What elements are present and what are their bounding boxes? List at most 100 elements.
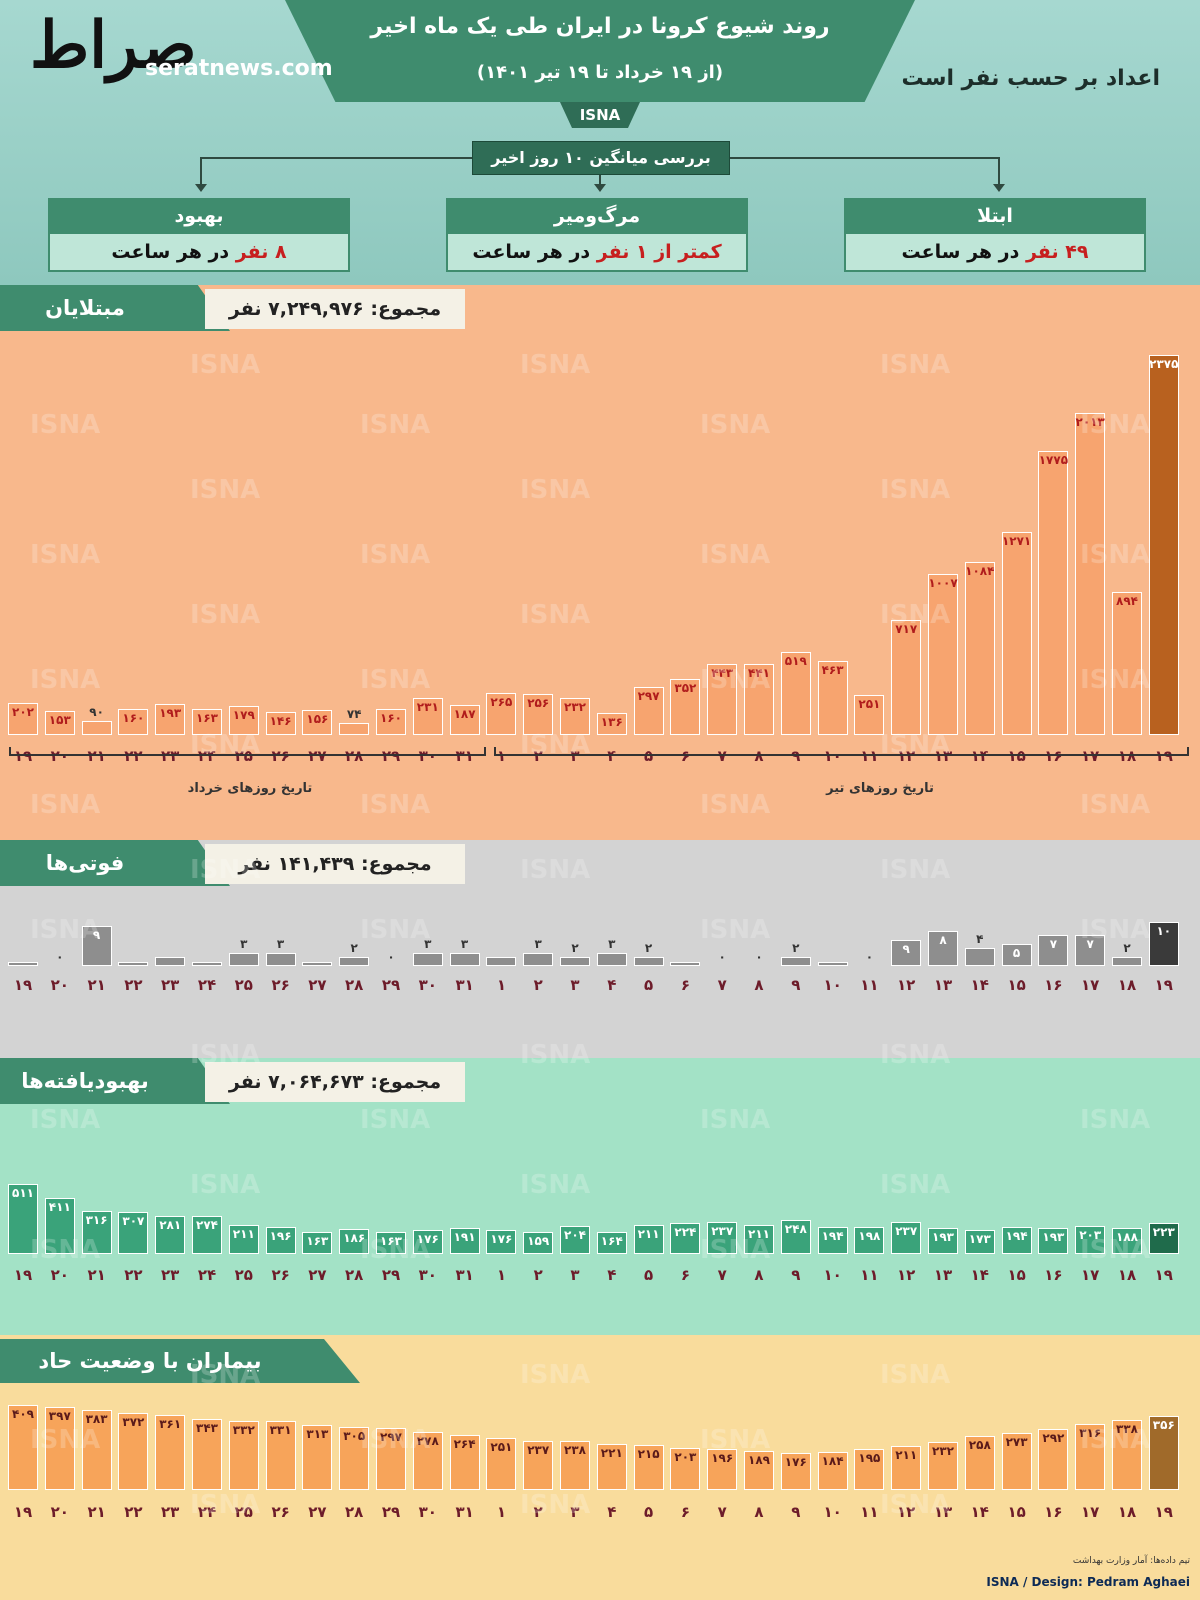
bar-value-label: ۲۱۱ — [748, 1227, 770, 1242]
x-tick-label: ۱۲ — [897, 976, 916, 994]
bar-value-label: ۲۹۲ — [1042, 1431, 1065, 1446]
x-tick-label: ۲۰ — [50, 1266, 69, 1284]
x-tick-label: ۲۹ — [381, 976, 401, 994]
x-tick-label: ۸ — [754, 976, 764, 994]
bar-value-label: ۱۷۶ — [416, 1231, 439, 1246]
bar-value-label: ۲۰۴ — [564, 1228, 586, 1243]
bracket-left — [200, 157, 202, 185]
x-tick-label: ۶ — [680, 1503, 690, 1521]
x-tick-label: ۲۴ — [197, 976, 217, 994]
bar-value-label: ۲۰۳ — [1079, 1228, 1102, 1243]
average-label: بررسی میانگین ۱۰ روز اخیر — [472, 141, 730, 175]
bar — [891, 1221, 922, 1254]
tir-label: تاریخ روزهای تیر — [826, 781, 934, 796]
x-tick-label: ۷ — [717, 1266, 727, 1284]
cases-title-band — [0, 285, 230, 331]
serat-logo: صراط — [30, 8, 197, 83]
x-tick-label: ۱۵ — [1007, 1503, 1026, 1521]
bar-value-label: ۱۷۶ — [784, 1455, 807, 1470]
x-tick-label: ۱۴ — [970, 1503, 989, 1521]
bar-value-label: ۰ — [718, 950, 726, 964]
bar — [1001, 1227, 1032, 1254]
bar — [523, 952, 554, 966]
bar — [412, 952, 443, 966]
bar-value-label: ۱۰ — [1156, 924, 1172, 938]
bar-value-label: ۲ — [1123, 941, 1131, 956]
bar-value-label: ۲۷۳ — [1005, 1435, 1028, 1450]
bar-value-label: ۲۸۱ — [159, 1217, 182, 1232]
bar — [744, 1225, 774, 1254]
bar — [155, 1215, 186, 1254]
month-brackets — [9, 747, 1189, 756]
bar-value-label: ۱۹۶ — [269, 1229, 292, 1244]
bar — [1075, 1424, 1106, 1490]
x-tick-label: ۱۱ — [860, 976, 879, 994]
bar — [670, 961, 701, 966]
bar-value-label: ۳ — [608, 936, 616, 951]
bar — [596, 1231, 627, 1254]
recovered-title-band — [0, 1058, 230, 1104]
bar-value-label: ۳۰۵ — [343, 1428, 366, 1443]
x-tick-label: ۵ — [644, 1266, 654, 1284]
deaths-panel: فوتی‌ها مجموع: ۱۴۱,۴۳۹ نفر ۱۹ ۰ ۲۰ ۹ ۲۱ ۲۲ ۲۳ ۲… — [0, 840, 1200, 1058]
bar — [8, 1184, 38, 1254]
bar — [817, 1227, 848, 1254]
x-tick-label: ۲۲ — [124, 976, 143, 994]
x-tick-label: ۶ — [680, 976, 690, 994]
bar-value-label: ۳۹۷ — [48, 1409, 71, 1424]
bar-value-label: ۰ — [865, 950, 874, 964]
bar-value-label: ۵۱۹ — [784, 653, 807, 668]
bar-value-label: ۲۰۲ — [12, 704, 34, 719]
x-tick-label: ۹ — [791, 1266, 801, 1284]
bar-value-label: ۲۲۱ — [600, 1446, 623, 1461]
bar — [670, 1447, 701, 1490]
arrow-down-icon — [195, 184, 207, 192]
x-tick-label: ۲۳ — [161, 1503, 180, 1521]
x-tick-label: ۹ — [791, 1503, 801, 1521]
bar-value-label: ۳۷۲ — [122, 1414, 145, 1429]
bar — [302, 710, 333, 735]
bar-value-label: ۱۶۰ — [122, 711, 145, 726]
bar — [1112, 591, 1142, 735]
x-tick-label: ۱۰ — [823, 1503, 842, 1521]
x-tick-label: ۴ — [607, 1503, 617, 1521]
bar — [8, 1405, 38, 1490]
x-tick-label: ۲۷ — [308, 1266, 327, 1284]
bar-value-label: ۲۷۴ — [196, 1218, 218, 1233]
bar — [155, 1414, 186, 1490]
bar-value-label: ۲۲۳ — [1152, 1225, 1175, 1240]
bar — [81, 720, 112, 735]
bar — [81, 1410, 112, 1490]
x-tick-label: ۲۹ — [381, 1266, 401, 1284]
bar — [81, 1210, 112, 1254]
bar-value-label: ۳۳۲ — [232, 1423, 255, 1437]
bar-value-label: ۹ — [902, 941, 910, 956]
x-tick-label: ۳ — [570, 1266, 580, 1284]
x-tick-label: ۳۱ — [455, 1266, 474, 1284]
bar-value-label: ۱۰۸۴ — [965, 563, 995, 578]
bar-value-label: ۱۷۳ — [968, 1232, 991, 1247]
bar — [1075, 412, 1106, 735]
bar — [339, 1228, 370, 1254]
bar — [81, 926, 112, 966]
x-tick-label: ۲۲ — [124, 1503, 143, 1521]
bar-value-label: ۲۳۷ — [527, 1442, 550, 1457]
bar-value-label: ۲۱۵ — [637, 1447, 660, 1462]
bar — [192, 1216, 222, 1254]
x-tick-label: ۲ — [533, 1503, 543, 1521]
bar-value-label: ۲ — [350, 941, 358, 956]
bar — [928, 1227, 958, 1254]
bar-value-label: ۴ — [976, 932, 984, 947]
bar-value-label: ۱۶۴ — [600, 1233, 623, 1248]
bar — [523, 1440, 554, 1490]
bar — [780, 1453, 811, 1490]
x-tick-label: ۱۸ — [1117, 976, 1137, 994]
bar-value-label: ۱۶۳ — [306, 1233, 329, 1248]
bar-value-label: ۳۸۳ — [85, 1412, 108, 1427]
bar — [449, 952, 480, 966]
bar — [633, 1445, 664, 1490]
bar — [1001, 944, 1032, 966]
bar — [1112, 957, 1142, 966]
bar — [412, 1229, 443, 1254]
bar-value-label: ۳ — [240, 936, 248, 951]
